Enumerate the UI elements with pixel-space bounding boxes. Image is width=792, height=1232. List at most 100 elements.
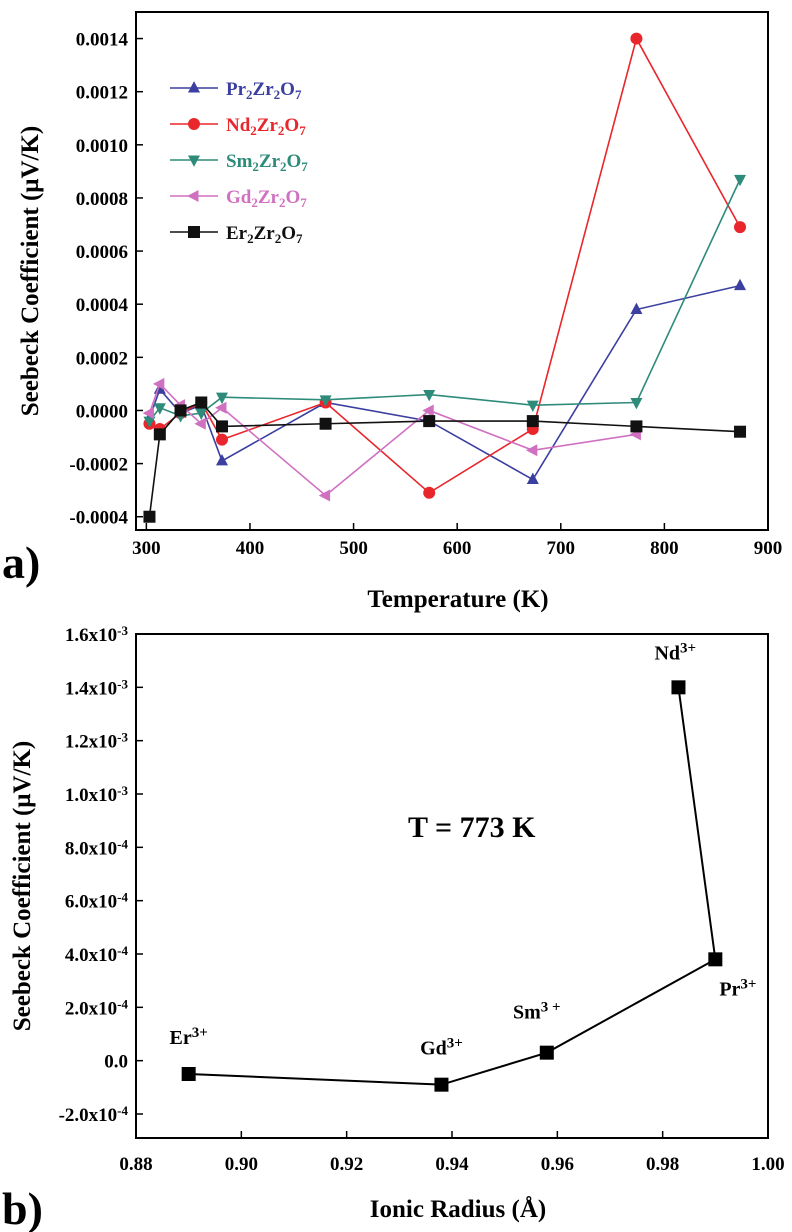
data-point-er2zr2o7 bbox=[153, 428, 166, 441]
y-tick-label: 8.0x10-4 bbox=[65, 836, 129, 859]
x-tick-label: 0.96 bbox=[541, 1154, 574, 1175]
data-point-sm2zr2o7 bbox=[215, 392, 228, 405]
legend-marker-sm2zr2o7 bbox=[188, 155, 200, 167]
y-tick-label: 1.6x10-3 bbox=[65, 623, 129, 646]
point-label-er: Er3+ bbox=[170, 1025, 208, 1049]
y-tick-label: 0.0004 bbox=[76, 295, 129, 316]
data-point-er2zr2o7 bbox=[630, 420, 643, 433]
y-tick-label: 1.2x10-3 bbox=[65, 730, 129, 753]
data-point-er2zr2o7 bbox=[423, 415, 436, 428]
data-point-nd2zr2o7 bbox=[630, 32, 643, 45]
data-point-pr bbox=[708, 952, 723, 967]
y-tick-label: 0.0014 bbox=[76, 30, 129, 51]
legend: Pr2Zr2O7 Nd2Zr2O7 Sm2Zr2O7 Gd2Zr2O7 Er2Zr2O7 bbox=[170, 79, 308, 246]
y-tick-label: 0.0006 bbox=[76, 242, 128, 263]
data-point-nd2zr2o7 bbox=[215, 433, 228, 446]
data-point-pr2zr2o7 bbox=[734, 278, 747, 291]
x-tick-label: 0.98 bbox=[646, 1154, 679, 1175]
data-point-er2zr2o7 bbox=[734, 425, 747, 438]
data-point-gd2zr2o7 bbox=[525, 444, 538, 457]
data-point-nd bbox=[671, 680, 686, 695]
panel-b-x-axis-label: Ionic Radius (Å) bbox=[370, 1195, 546, 1223]
data-point-sm2zr2o7 bbox=[153, 403, 166, 415]
panel-b-plot-frame bbox=[135, 633, 769, 1139]
data-point-pr2zr2o7 bbox=[526, 472, 539, 485]
data-point-nd2zr2o7 bbox=[734, 221, 747, 234]
data-point-gd2zr2o7 bbox=[142, 407, 154, 420]
panel-a-plot-frame bbox=[135, 11, 769, 531]
panel-b-seebeck-vs-ionic-radius: 0.88 0.90 0.92 0.94 0.96 0.98 1.00 -2.0x10-4 0.0… bbox=[2, 623, 785, 1232]
legend-marker-nd2zr2o7 bbox=[188, 118, 200, 130]
data-point-er2zr2o7 bbox=[195, 396, 208, 409]
data-point-gd2zr2o7 bbox=[215, 401, 227, 414]
data-point-gd2zr2o7 bbox=[318, 489, 331, 502]
y-tick-label: 0.0002 bbox=[76, 348, 128, 369]
legend-label-sm2zr2o7: Sm2Zr2O7 bbox=[226, 151, 308, 174]
legend-label-gd2zr2o7: Gd2Zr2O7 bbox=[226, 187, 307, 210]
panel-a-label: a) bbox=[2, 537, 40, 588]
panel-a-x-axis-label: Temperature (K) bbox=[367, 586, 548, 613]
x-tick-label: 500 bbox=[339, 538, 368, 559]
panel-b-temperature-annotation: T = 773 K bbox=[408, 811, 536, 844]
data-point-nd2zr2o7 bbox=[423, 486, 436, 499]
series-line-pr2zr2o7 bbox=[148, 284, 741, 481]
series-line bbox=[188, 687, 717, 1086]
legend-label-nd2zr2o7: Nd2Zr2O7 bbox=[226, 115, 306, 138]
legend-label-er2zr2o7: Er2Zr2O7 bbox=[226, 223, 303, 246]
data-point-gd2zr2o7 bbox=[422, 404, 434, 417]
panel-b-label: b) bbox=[2, 1183, 43, 1232]
y-tick-label: 1.0x10-3 bbox=[65, 783, 129, 806]
data-point-er bbox=[181, 1067, 196, 1081]
data-point-sm bbox=[539, 1045, 554, 1060]
x-tick-label: 800 bbox=[650, 538, 679, 559]
y-tick-label: -0.0002 bbox=[69, 455, 128, 476]
y-tick-label: 0.0008 bbox=[76, 189, 128, 210]
y-tick-label: 0.0000 bbox=[76, 401, 128, 422]
x-tick-label: 400 bbox=[236, 538, 265, 559]
panel-b-y-axis-label: Seebeck Coefficient (μV/K) bbox=[9, 741, 36, 1031]
x-tick-label: 0.90 bbox=[225, 1154, 258, 1175]
y-tick-label: 0.0010 bbox=[76, 136, 128, 157]
x-tick-label: 900 bbox=[754, 538, 783, 559]
data-point-er2zr2o7 bbox=[143, 510, 156, 523]
data-point-er2zr2o7 bbox=[319, 417, 332, 430]
series-line-sm2zr2o7 bbox=[148, 179, 741, 422]
data-point-sm2zr2o7 bbox=[195, 408, 208, 421]
data-point-sm2zr2o7 bbox=[423, 390, 436, 402]
x-tick-label: 700 bbox=[547, 538, 576, 559]
y-tick-label: -2.0x10-4 bbox=[59, 1103, 129, 1126]
x-tick-label: 0.88 bbox=[119, 1154, 152, 1175]
data-point-pr2zr2o7 bbox=[215, 454, 228, 466]
data-point-sm2zr2o7 bbox=[143, 416, 156, 428]
y-tick-label: 4.0x10-4 bbox=[65, 943, 129, 966]
data-point-sm2zr2o7 bbox=[734, 174, 747, 187]
data-point-sm2zr2o7 bbox=[526, 400, 539, 413]
point-label-gd: Gd3+ bbox=[420, 1036, 463, 1060]
y-tick-label: 2.0x10-4 bbox=[65, 996, 129, 1019]
x-tick-label: 1.00 bbox=[751, 1154, 784, 1175]
x-tick-label: 600 bbox=[443, 538, 472, 559]
data-point-er2zr2o7 bbox=[526, 415, 539, 428]
data-point-sm2zr2o7 bbox=[630, 397, 643, 410]
data-point-pr2zr2o7 bbox=[630, 302, 643, 315]
data-point-er2zr2o7 bbox=[215, 420, 228, 433]
legend-marker-gd2zr2o7 bbox=[187, 190, 199, 202]
legend-marker-pr2zr2o7 bbox=[188, 81, 200, 93]
x-tick-label: 0.94 bbox=[435, 1154, 469, 1175]
series-line-nd2zr2o7 bbox=[149, 36, 741, 494]
point-label-sm: Sm3 + bbox=[513, 1000, 561, 1024]
series-line-er2zr2o7 bbox=[148, 401, 741, 517]
legend-marker-er2zr2o7 bbox=[188, 226, 200, 238]
data-point-gd2zr2o7 bbox=[194, 417, 206, 430]
y-tick-label: 0.0012 bbox=[76, 83, 128, 104]
x-tick-label: 300 bbox=[132, 538, 161, 559]
y-tick-label: 6.0x10-4 bbox=[65, 890, 129, 913]
y-tick-label: 0.0 bbox=[104, 1052, 128, 1073]
data-point-gd2zr2o7 bbox=[152, 377, 165, 390]
y-tick-label: -0.0004 bbox=[69, 508, 128, 529]
panel-a-y-axis-label: Seebeck Coefficient (μV/K) bbox=[17, 126, 44, 416]
legend-label-pr2zr2o7: Pr2Zr2O7 bbox=[226, 79, 302, 102]
point-label-pr: Pr3+ bbox=[719, 977, 756, 1001]
panel-a-seebeck-vs-temperature: 300 400 500 600 700 800 900 -0.0004 -0.0002 0.000… bbox=[2, 11, 783, 613]
